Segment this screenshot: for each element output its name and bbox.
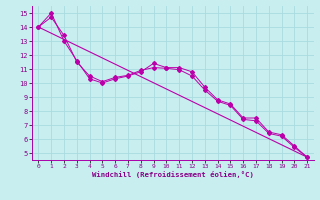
X-axis label: Windchill (Refroidissement éolien,°C): Windchill (Refroidissement éolien,°C) <box>92 171 254 178</box>
